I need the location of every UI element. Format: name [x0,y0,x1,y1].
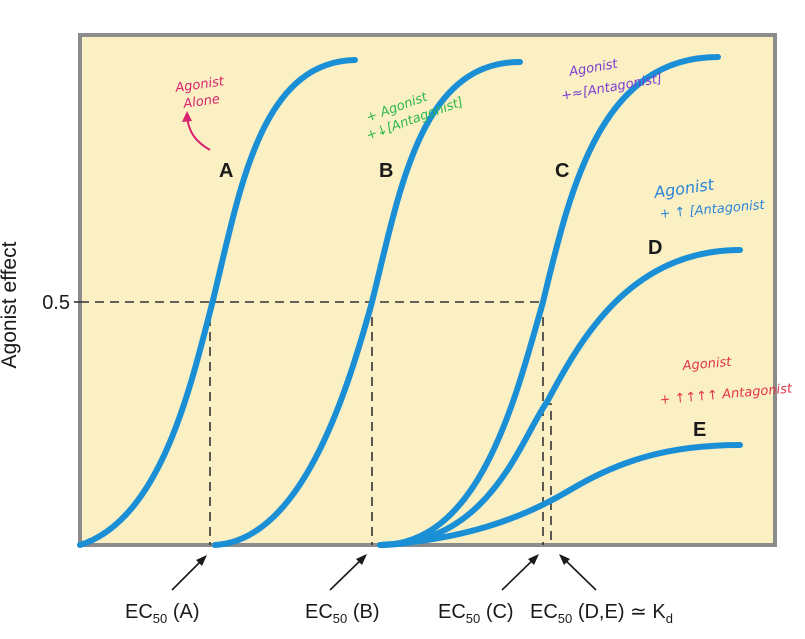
curve-e-label: E [693,419,706,441]
y-axis-title: Agonist effect [0,241,21,368]
ec50-b-label: EC50 (B) [305,601,379,626]
annotation-a-arrowhead [182,111,192,122]
ec50-a-label: EC50 (A) [125,601,199,626]
ec50-de-label: EC50 (D,E) ≃ Kd [530,601,673,626]
curve-d-label: D [648,237,662,259]
curve-c [377,54,721,548]
ec50-b-arrowhead [356,554,367,565]
curve-a-label: A [219,160,233,182]
annotation-a-line2: Alone [181,92,220,112]
ec50-arrows [171,554,597,591]
ec50-c-arrowhead [528,554,539,565]
annotation-agonist-alone: Agonist Alone [173,74,226,151]
curve-c-label: C [555,160,569,182]
annotation-a-line1: Agonist [173,74,225,96]
curve-e [377,442,743,548]
curve-d [377,247,743,548]
curve-b [212,59,523,548]
curves [77,54,743,548]
ec50-a-arrowhead [196,555,207,566]
y-tick-label: 0.5 [42,292,70,314]
annotation-e-line1: Agonist [681,355,733,374]
ec50-de-arrowhead [559,554,570,565]
ec50-c-label: EC50 (C) [438,601,514,626]
curve-a [77,57,358,548]
curve-b-label: B [379,160,393,182]
